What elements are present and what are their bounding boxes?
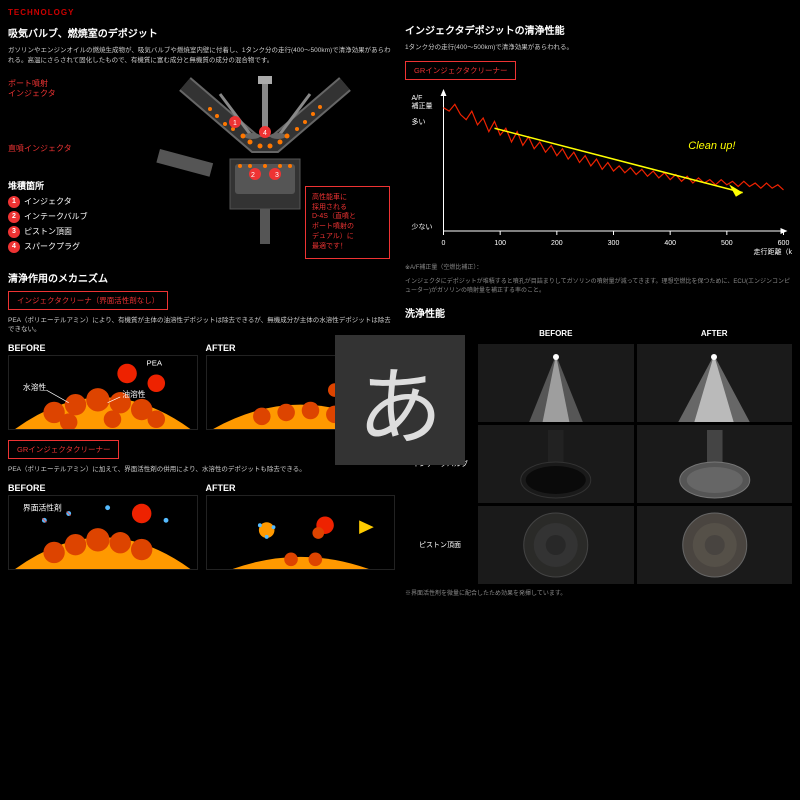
svg-text:Clean up!: Clean up! [688, 140, 735, 152]
deposit-title: 堆積箇所 [8, 179, 88, 192]
section-title: インジェクタデポジットの清浄性能 [405, 22, 792, 37]
before-diagram-2: 界面活性剤 [8, 495, 198, 570]
svg-text:走行距離（km）: 走行距離（km） [754, 247, 793, 256]
svg-text:多い: 多い [412, 117, 426, 126]
mechanism-desc: PEA（ポリエーテルアミン）に加えて、界面活性剤の併用により、水溶性のデポジット… [8, 465, 395, 475]
row-label: ピストン頂面 [405, 506, 475, 584]
svg-text:500: 500 [721, 240, 733, 247]
after-header: AFTER [637, 326, 793, 341]
direct-injector-label: 直噴インジェクタ [8, 144, 72, 154]
port-injector-label: ポート噴射 インジェクタ [8, 79, 56, 100]
section-desc: ガソリンやエンジンオイルの燃焼生成物が、吸気バルブや燃焼室内壁に付着し、1タンク… [8, 46, 395, 66]
section-title: 吸気バルブ、燃焼室のデポジット [8, 25, 395, 40]
section-desc: 1タンク分の走行(400～500km)で清浄効果があらわれる。 [405, 43, 792, 53]
list-item: ピストン頂面 [24, 226, 72, 237]
svg-text:4: 4 [263, 130, 267, 137]
valve-after [637, 425, 793, 503]
mechanism-desc: PEA（ポリエーテルアミン）により、有機質が主体の油溶性デポジットは除去できるが… [8, 316, 395, 336]
svg-text:油溶性: 油溶性 [122, 389, 146, 399]
right-column: インジェクタデポジットの清浄性能 1タンク分の走行(400～500km)で清浄効… [405, 8, 792, 604]
after-label: AFTER [206, 483, 396, 493]
svg-text:3: 3 [275, 172, 279, 179]
injector-before [478, 344, 634, 422]
injector-after [637, 344, 793, 422]
product-label: インジェクタクリーナ（界面活性剤なし） [8, 291, 168, 310]
svg-text:400: 400 [664, 240, 676, 247]
svg-text:0: 0 [442, 240, 446, 247]
footnote: ※A/F補正量（空燃比補正）： [405, 264, 792, 272]
svg-text:A/F: A/F [412, 95, 423, 102]
svg-text:600: 600 [778, 240, 790, 247]
watermark-overlay: あ [335, 335, 465, 465]
svg-text:界面活性剤: 界面活性剤 [23, 502, 62, 512]
svg-text:少ない: 少ない [412, 223, 433, 231]
after-diagram-2 [206, 495, 396, 570]
deposit-list: 堆積箇所 1インジェクタ 2インテークバルブ 3ピストン頂面 4スパークプラグ [8, 179, 88, 256]
before-label: BEFORE [8, 483, 198, 493]
svg-text:100: 100 [494, 240, 506, 247]
footnote: ※界面活性剤を微量に配合したため効果を発揮しています。 [405, 590, 792, 598]
left-column: TECHNOLOGY 吸気バルブ、燃焼室のデポジット ガソリンやエンジンオイルの… [8, 8, 395, 604]
svg-text:補正量: 補正量 [412, 101, 433, 110]
svg-text:1: 1 [233, 120, 237, 127]
callout-box: 高性能車に 採用される D-4S（直噴と ポート噴射の デュアル）に 最適です！ [305, 186, 390, 259]
svg-text:PEA: PEA [147, 359, 163, 368]
af-chart: 0 100 200 300 400 500 600走行距離（km） A/F補正量多い少ない Cl… [405, 86, 792, 256]
before-header: BEFORE [478, 326, 634, 341]
product-label: GRインジェクタクリーナー [405, 61, 516, 80]
list-item: インジェクタ [24, 196, 72, 207]
valve-before [478, 425, 634, 503]
product-label: GRインジェクタクリーナー [8, 440, 119, 459]
svg-text:2: 2 [251, 172, 255, 179]
section-title: 清浄作用のメカニズム [8, 270, 395, 285]
engine-diagram: ポート噴射 インジェクタ 直噴インジェクタ 1 2 3 4 堆積箇所 1インジェ… [8, 74, 395, 264]
before-label: BEFORE [8, 343, 198, 353]
list-item: スパークプラグ [24, 241, 80, 252]
svg-text:水溶性: 水溶性 [23, 382, 47, 392]
before-diagram-1: PEA 水溶性 油溶性 [8, 355, 198, 430]
section-title: 洗浄性能 [405, 305, 792, 320]
svg-text:300: 300 [608, 240, 620, 247]
footnote: インジェクタにデポジットが堆積すると噴孔が目詰まりしてガソリンの噴射量が減ってき… [405, 278, 792, 295]
svg-text:200: 200 [551, 240, 563, 247]
list-item: インテークバルブ [24, 211, 88, 222]
piston-after [637, 506, 793, 584]
piston-before [478, 506, 634, 584]
technology-label: TECHNOLOGY [8, 8, 395, 17]
